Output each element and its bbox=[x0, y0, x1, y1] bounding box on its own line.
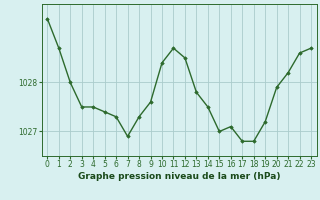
X-axis label: Graphe pression niveau de la mer (hPa): Graphe pression niveau de la mer (hPa) bbox=[78, 172, 280, 181]
